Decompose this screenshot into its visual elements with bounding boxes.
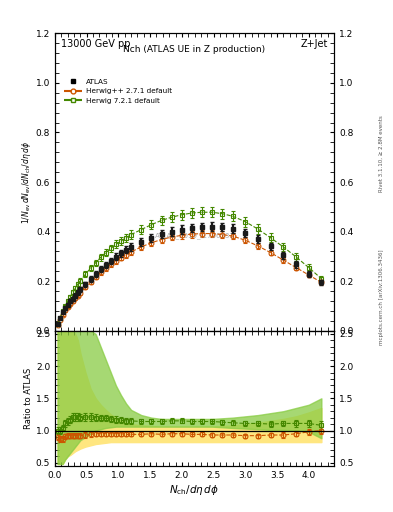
X-axis label: $N_\mathrm{ch}/d\eta\,d\phi$: $N_\mathrm{ch}/d\eta\,d\phi$ bbox=[169, 482, 220, 497]
Text: 13000 GeV pp: 13000 GeV pp bbox=[61, 39, 130, 49]
Text: Rivet 3.1.10, ≥ 2.8M events: Rivet 3.1.10, ≥ 2.8M events bbox=[379, 115, 384, 192]
Legend: ATLAS, Herwig++ 2.7.1 default, Herwig 7.2.1 default: ATLAS, Herwig++ 2.7.1 default, Herwig 7.… bbox=[61, 76, 175, 106]
Text: Nch (ATLAS UE in Z production): Nch (ATLAS UE in Z production) bbox=[123, 45, 266, 54]
Y-axis label: Ratio to ATLAS: Ratio to ATLAS bbox=[24, 368, 33, 429]
Text: Z+Jet: Z+Jet bbox=[301, 39, 329, 49]
Text: mcplots.cern.ch [arXiv:1306.3436]: mcplots.cern.ch [arXiv:1306.3436] bbox=[379, 249, 384, 345]
Text: ATLAS_2019_I1736531: ATLAS_2019_I1736531 bbox=[154, 232, 235, 239]
Y-axis label: $1/N_\mathrm{ev}\,dN_\mathrm{ev}/dN_\mathrm{ch}/d\eta\,d\phi$: $1/N_\mathrm{ev}\,dN_\mathrm{ev}/dN_\mat… bbox=[20, 140, 33, 224]
